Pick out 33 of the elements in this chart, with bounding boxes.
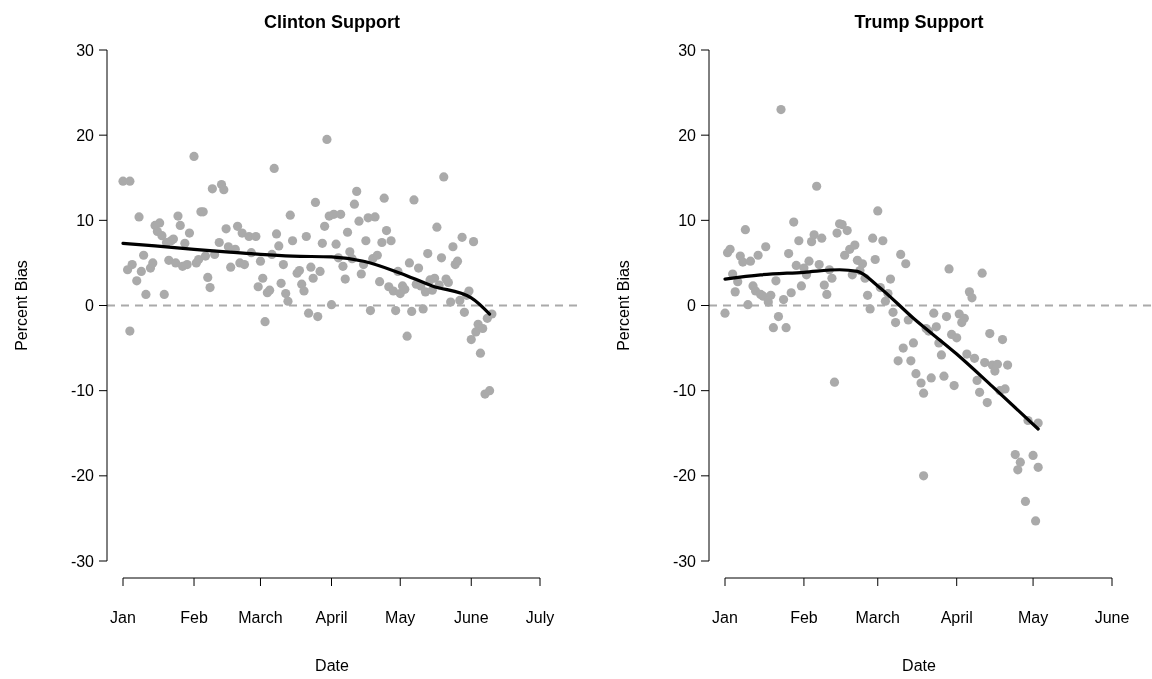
y-tick-label: 20 — [678, 126, 697, 144]
y-tick-label: 0 — [687, 297, 697, 315]
x-tick-label: Feb — [180, 609, 208, 626]
x-tick-label: July — [525, 609, 555, 626]
y-tick-label: -30 — [70, 552, 95, 570]
y-tick-label: -10 — [672, 382, 697, 400]
y-tick-label: 30 — [678, 41, 697, 59]
x-tick-label: Feb — [790, 609, 818, 626]
x-tick-label: April — [940, 609, 973, 626]
chart-title: Trump Support — [854, 12, 984, 32]
y-axis-title: Percent Bias — [13, 260, 30, 351]
x-tick-label: Jan — [712, 609, 738, 626]
x-tick-label: March — [855, 609, 900, 626]
x-tick-label: May — [1017, 609, 1049, 626]
x-tick-label: May — [385, 609, 416, 626]
x-tick-label: March — [238, 609, 283, 626]
y-tick-label: -20 — [672, 467, 697, 485]
x-axis-title: Date — [902, 657, 936, 674]
y-tick-label: -20 — [70, 467, 95, 485]
chart-title: Clinton Support — [264, 12, 400, 32]
x-tick-label: April — [315, 609, 348, 626]
x-tick-label: June — [1094, 609, 1130, 626]
y-tick-label: 10 — [76, 211, 95, 229]
y-tick-label: -10 — [70, 382, 95, 400]
y-tick-label: 10 — [678, 211, 697, 229]
x-tick-label: June — [453, 609, 489, 626]
x-axis-title: Date — [315, 657, 349, 674]
x-tick-label: Jan — [110, 609, 136, 626]
y-tick-label: 30 — [76, 41, 95, 59]
y-axis-title: Percent Bias — [615, 260, 632, 351]
y-tick-label: 0 — [85, 297, 95, 315]
y-tick-label: -30 — [672, 552, 697, 570]
y-tick-label: 20 — [76, 126, 95, 144]
